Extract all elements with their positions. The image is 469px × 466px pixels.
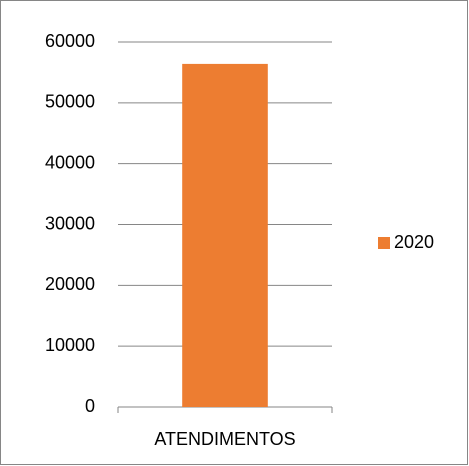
y-tick-label: 50000 [45, 92, 95, 112]
x-tick-label: ATENDIMENTOS [154, 429, 295, 449]
y-tick-label: 20000 [45, 274, 95, 294]
y-tick-label: 60000 [45, 31, 95, 51]
bar [182, 63, 268, 408]
y-tick-label: 10000 [45, 335, 95, 355]
y-tick-label: 30000 [45, 213, 95, 233]
legend-swatch [378, 237, 390, 249]
y-tick-label: 40000 [45, 152, 95, 172]
y-tick-label: 0 [85, 396, 95, 416]
legend-label: 2020 [394, 232, 434, 252]
